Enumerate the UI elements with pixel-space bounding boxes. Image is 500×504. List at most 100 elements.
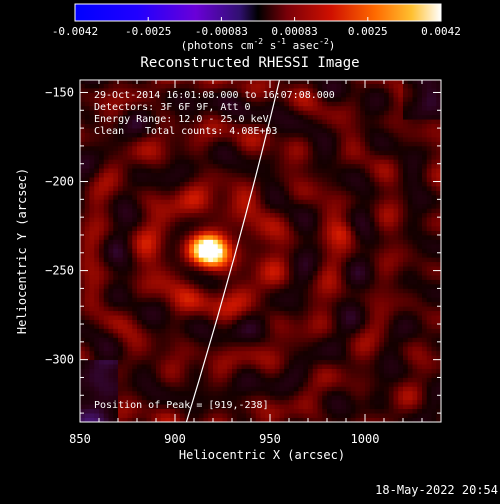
heatmap-cell xyxy=(185,369,190,374)
heatmap-cell xyxy=(199,195,204,200)
heatmap-cell xyxy=(113,382,118,387)
heatmap-cell xyxy=(265,391,270,396)
heatmap-cell xyxy=(208,177,213,182)
heatmap-cell xyxy=(284,253,289,258)
heatmap-cell xyxy=(308,324,313,329)
heatmap-cell xyxy=(379,391,384,396)
heatmap-cell xyxy=(118,351,123,356)
heatmap-cell xyxy=(346,177,351,182)
heatmap-cell xyxy=(303,280,308,285)
heatmap-cell xyxy=(123,213,128,218)
heatmap-cell xyxy=(379,337,384,342)
heatmap-cell xyxy=(85,248,90,253)
heatmap-cell xyxy=(223,373,228,378)
heatmap-cell xyxy=(322,128,327,133)
heatmap-cell xyxy=(204,364,209,369)
heatmap-cell xyxy=(280,168,285,173)
heatmap-cell xyxy=(370,159,375,164)
heatmap-cell xyxy=(151,355,156,360)
heatmap-cell xyxy=(327,409,332,414)
heatmap-cell xyxy=(270,150,275,155)
heatmap-cell xyxy=(104,150,109,155)
heatmap-cell xyxy=(370,262,375,267)
heatmap-cell xyxy=(360,266,365,271)
heatmap-cell xyxy=(341,124,346,129)
heatmap-cell xyxy=(175,373,180,378)
heatmap-cell xyxy=(237,328,242,333)
heatmap-cell xyxy=(147,173,152,178)
heatmap-cell xyxy=(246,280,251,285)
heatmap-cell xyxy=(327,284,332,289)
heatmap-cell xyxy=(161,239,166,244)
heatmap-cell xyxy=(261,195,266,200)
heatmap-cell xyxy=(322,400,327,405)
heatmap-cell xyxy=(246,235,251,240)
heatmap-cell xyxy=(137,84,142,89)
heatmap-cell xyxy=(313,391,318,396)
heatmap-cell xyxy=(375,182,380,187)
heatmap-cell xyxy=(299,271,304,276)
heatmap-cell xyxy=(356,231,361,236)
heatmap-cell xyxy=(199,173,204,178)
heatmap-cell xyxy=(166,141,171,146)
heatmap-cell xyxy=(123,373,128,378)
heatmap-cell xyxy=(375,391,380,396)
heatmap-cell xyxy=(170,377,175,382)
heatmap-cell xyxy=(303,244,308,249)
heatmap-cell xyxy=(318,382,323,387)
heatmap-cell xyxy=(104,346,109,351)
heatmap-cell xyxy=(289,190,294,195)
heatmap-cell xyxy=(251,253,256,258)
heatmap-cell xyxy=(332,257,337,262)
heatmap-cell xyxy=(232,373,237,378)
heatmap-cell xyxy=(156,253,161,258)
heatmap-cell xyxy=(318,231,323,236)
heatmap-cell xyxy=(161,235,166,240)
heatmap-cell xyxy=(99,360,104,365)
heatmap-cell xyxy=(332,409,337,414)
heatmap-cell xyxy=(308,239,313,244)
heatmap-cell xyxy=(151,222,156,227)
heatmap-cell xyxy=(199,204,204,209)
heatmap-cell xyxy=(289,262,294,267)
heatmap-cell xyxy=(80,146,85,151)
heatmap-cell xyxy=(313,280,318,285)
heatmap-cell xyxy=(337,377,342,382)
heatmap-cell xyxy=(284,133,289,138)
heatmap-cell xyxy=(161,275,166,280)
heatmap-cell xyxy=(166,173,171,178)
heatmap-cell xyxy=(275,400,280,405)
heatmap-cell xyxy=(360,391,365,396)
heatmap-cell xyxy=(365,173,370,178)
heatmap-cell xyxy=(232,195,237,200)
heatmap-cell xyxy=(118,141,123,146)
heatmap-cell xyxy=(166,190,171,195)
heatmap-cell xyxy=(299,342,304,347)
heatmap-cell xyxy=(199,177,204,182)
heatmap-cell xyxy=(299,235,304,240)
heatmap-cell xyxy=(313,369,318,374)
heatmap-cell xyxy=(261,106,266,111)
heatmap-cell xyxy=(94,173,99,178)
heatmap-cell xyxy=(346,342,351,347)
heatmap-cell xyxy=(123,164,128,169)
heatmap-cell xyxy=(189,84,194,89)
heatmap-cell xyxy=(337,320,342,325)
heatmap-cell xyxy=(113,386,118,391)
heatmap-cell xyxy=(237,253,242,258)
heatmap-cell xyxy=(284,159,289,164)
heatmap-cell xyxy=(132,128,137,133)
heatmap-cell xyxy=(256,257,261,262)
heatmap-cell xyxy=(318,155,323,160)
heatmap-cell xyxy=(322,337,327,342)
heatmap-cell xyxy=(104,186,109,191)
heatmap-cell xyxy=(132,369,137,374)
heatmap-cell xyxy=(227,239,232,244)
heatmap-cell xyxy=(261,182,266,187)
heatmap-cell xyxy=(308,213,313,218)
heatmap-cell xyxy=(275,217,280,222)
heatmap-cell xyxy=(161,150,166,155)
heatmap-cell xyxy=(351,262,356,267)
heatmap-cell xyxy=(118,337,123,342)
heatmap-cell xyxy=(341,409,346,414)
